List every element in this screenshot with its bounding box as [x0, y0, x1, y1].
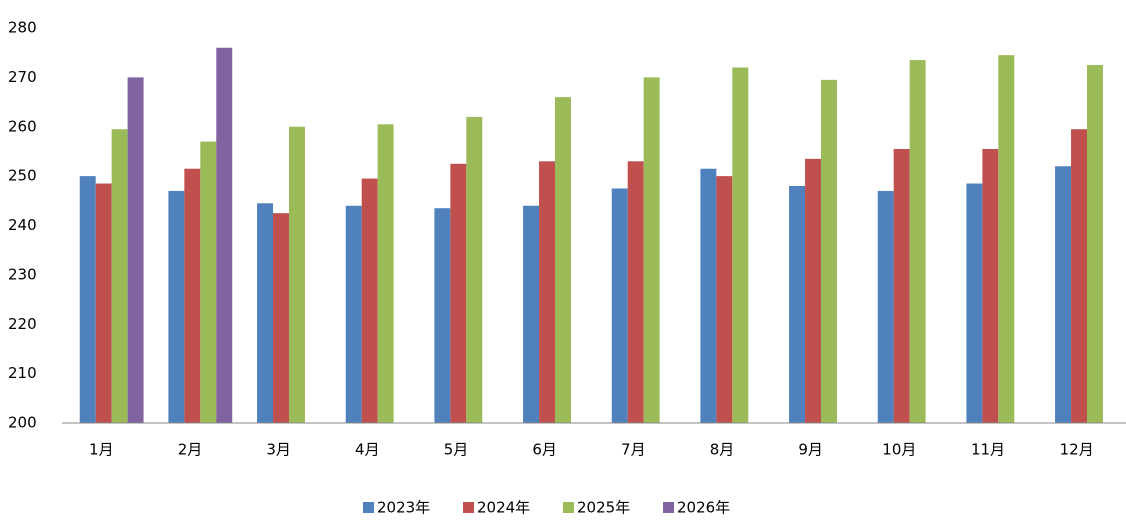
- bar: [345, 205, 362, 423]
- bar: [257, 203, 274, 423]
- y-tick-label: 250: [8, 167, 37, 185]
- bar: [288, 126, 305, 423]
- y-tick-label: 200: [8, 414, 37, 432]
- bar: [700, 168, 717, 423]
- bar: [450, 163, 467, 423]
- bar: [732, 67, 749, 423]
- legend-label: 2023年: [377, 499, 430, 517]
- bar: [1055, 166, 1072, 423]
- bar: [643, 77, 660, 423]
- legend-label: 2026年: [677, 499, 730, 517]
- y-tick-label: 230: [8, 265, 37, 283]
- bar: [539, 161, 555, 423]
- bar: [127, 77, 144, 423]
- legend-label: 2025年: [577, 499, 630, 517]
- bar: [966, 183, 983, 423]
- bar: [273, 213, 289, 423]
- bar: [361, 178, 378, 423]
- bar: [184, 168, 201, 423]
- bar: [523, 205, 540, 423]
- bar: [982, 148, 999, 423]
- bar: [998, 55, 1015, 423]
- bar: [216, 47, 233, 423]
- y-tick-label: 240: [8, 216, 37, 234]
- bar: [1071, 129, 1087, 423]
- bar: [716, 176, 733, 423]
- bar: [200, 141, 217, 423]
- bar: [893, 148, 910, 423]
- bar: [111, 129, 128, 423]
- x-tick-label: 6月: [532, 441, 557, 459]
- bar: [377, 124, 394, 423]
- bar: [1086, 65, 1103, 423]
- y-tick-label: 260: [8, 117, 37, 135]
- x-tick-label: 12月: [1060, 441, 1094, 459]
- bar: [95, 183, 112, 423]
- x-tick-label: 4月: [355, 441, 380, 459]
- legend-swatch: [363, 502, 374, 513]
- x-tick-label: 5月: [444, 441, 469, 459]
- x-tick-label: 9月: [798, 441, 823, 459]
- x-tick-label: 7月: [621, 441, 646, 459]
- x-tick-label: 11月: [971, 441, 1005, 459]
- bar: [805, 158, 821, 423]
- bar: [466, 116, 483, 423]
- bar: [611, 188, 628, 423]
- y-tick-label: 220: [8, 315, 37, 333]
- bar: [820, 79, 837, 423]
- bar: [909, 60, 926, 423]
- bar: [168, 190, 185, 423]
- x-tick-label: 2月: [178, 441, 203, 459]
- x-tick-label: 1月: [89, 441, 114, 459]
- bar: [79, 176, 96, 423]
- bar: [627, 161, 644, 423]
- bar: [877, 190, 894, 423]
- bar: [554, 97, 571, 423]
- y-tick-label: 280: [8, 19, 37, 37]
- legend-swatch: [563, 502, 574, 513]
- bar: [434, 208, 451, 423]
- legend-swatch: [463, 502, 474, 513]
- legend-label: 2024年: [477, 499, 530, 517]
- y-tick-label: 210: [8, 364, 37, 382]
- y-tick-label: 270: [8, 68, 37, 86]
- x-tick-label: 8月: [710, 441, 735, 459]
- bar: [789, 186, 806, 423]
- x-tick-label: 10月: [882, 441, 916, 459]
- x-tick-label: 3月: [266, 441, 291, 459]
- legend-swatch: [663, 502, 674, 513]
